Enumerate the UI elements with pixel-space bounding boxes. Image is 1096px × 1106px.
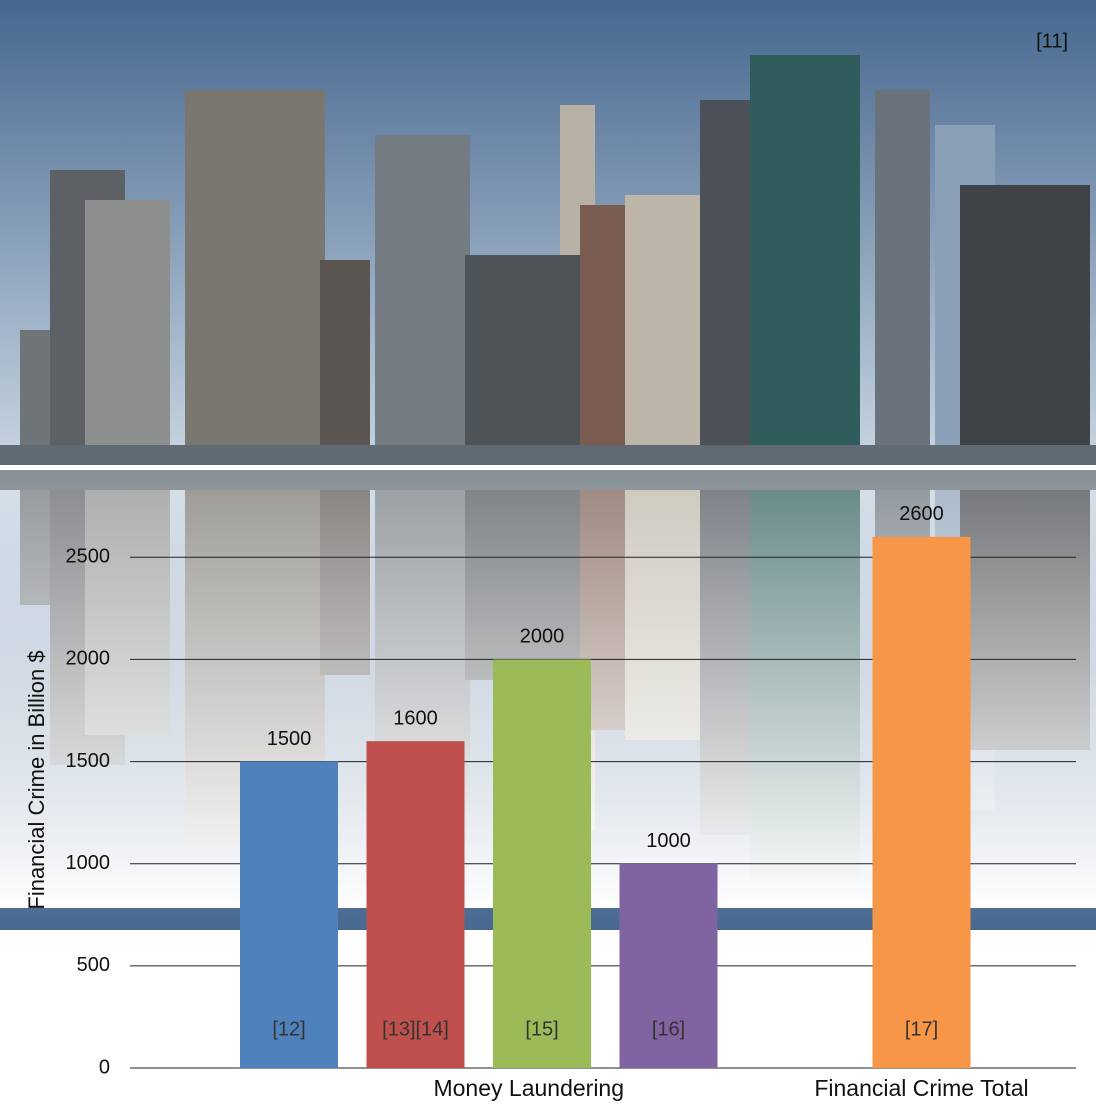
value-label: 1000 — [646, 830, 691, 852]
bar-note: [17] — [905, 1018, 938, 1040]
bar-note: [12] — [272, 1018, 305, 1040]
image-note: [11] — [1036, 30, 1068, 52]
value-label: 2600 — [899, 503, 944, 525]
bar — [366, 741, 465, 1068]
group-label: Money Laundering — [433, 1075, 624, 1101]
value-label: 1600 — [393, 707, 438, 729]
bar — [872, 536, 971, 1068]
value-label: 1500 — [267, 728, 312, 750]
bar — [493, 659, 591, 1068]
group-label: Financial Crime Total — [814, 1075, 1028, 1101]
bar-note: [16] — [652, 1018, 685, 1040]
value-label: 2000 — [520, 626, 565, 648]
y-tick-label: 500 — [77, 954, 110, 976]
skyline-photo — [0, 0, 1096, 465]
bar — [619, 863, 718, 1068]
bar — [240, 761, 338, 1068]
bar-note: [13][14] — [382, 1018, 449, 1040]
y-tick-label: 1500 — [66, 750, 111, 772]
y-axis-label: Financial Crime in Billion $ — [24, 650, 49, 909]
bar-note: [15] — [525, 1018, 558, 1040]
y-tick-label: 1000 — [66, 852, 111, 874]
y-tick-label: 2500 — [66, 546, 111, 568]
y-tick-label: 2000 — [66, 648, 111, 670]
y-tick-label: 0 — [99, 1056, 110, 1078]
